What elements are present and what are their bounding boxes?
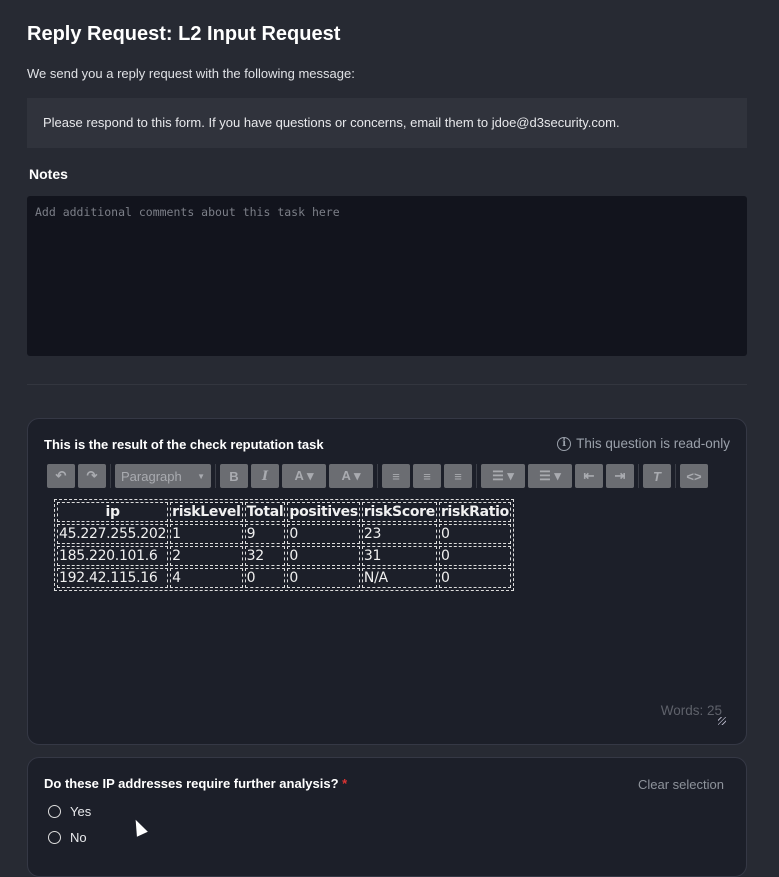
redo-icon[interactable]: ↷ bbox=[78, 464, 106, 488]
radio-circle[interactable] bbox=[48, 805, 61, 818]
info-icon: i bbox=[557, 436, 572, 451]
undo-icon[interactable]: ↶ bbox=[47, 464, 75, 488]
reputation-table: ip riskLevel Total positives riskScore riskRa… bbox=[54, 499, 514, 591]
align-left-icon[interactable]: ≡ bbox=[382, 464, 410, 488]
paragraph-label: Paragraph bbox=[121, 468, 182, 484]
table-cell: 45.227.255.202 bbox=[57, 524, 169, 544]
column-header: ip bbox=[57, 502, 169, 522]
bullet-list-icon[interactable]: ☰ ▾ bbox=[481, 464, 525, 488]
rich-text-editor: ip riskLevel Total positives riskScore riskRa… bbox=[47, 491, 727, 721]
column-header: riskLevel bbox=[170, 502, 243, 522]
notes-input[interactable] bbox=[27, 196, 747, 356]
table-row: 192.42.115.16 4 0 0 N/A 0 bbox=[57, 568, 511, 588]
table-cell: 32 bbox=[244, 546, 286, 566]
table-cell: 31 bbox=[361, 546, 437, 566]
radio-label: Yes bbox=[70, 804, 92, 819]
table-cell: 0 bbox=[438, 568, 511, 588]
column-header: riskScore bbox=[361, 502, 437, 522]
table-cell: 0 bbox=[438, 524, 511, 544]
table-cell: 0 bbox=[287, 546, 360, 566]
bold-icon[interactable]: B bbox=[220, 464, 248, 488]
table-cell: 9 bbox=[244, 524, 286, 544]
text-color-icon[interactable]: A ▾ bbox=[282, 464, 326, 488]
table-cell: 0 bbox=[438, 546, 511, 566]
analysis-question-text: Do these IP addresses require further an… bbox=[44, 776, 339, 791]
radio-circle[interactable] bbox=[48, 831, 61, 844]
reputation-result-card: This is the result of the check reputati… bbox=[27, 418, 747, 745]
source-code-icon[interactable]: <> bbox=[680, 464, 708, 488]
required-marker: * bbox=[342, 776, 348, 791]
radio-no[interactable]: No bbox=[48, 830, 87, 845]
notes-label: Notes bbox=[29, 166, 68, 182]
read-only-label: This question is read-only bbox=[576, 436, 730, 451]
table-row: 185.220.101.6 2 32 0 31 0 bbox=[57, 546, 511, 566]
table-cell: 0 bbox=[244, 568, 286, 588]
analysis-question-card: Do these IP addresses require further an… bbox=[27, 757, 747, 877]
page-subtitle: We send you a reply request with the fol… bbox=[27, 66, 355, 81]
italic-icon[interactable]: I bbox=[251, 464, 279, 488]
table-cell: 192.42.115.16 bbox=[57, 568, 169, 588]
chevron-down-icon: ▼ bbox=[197, 471, 205, 481]
clear-selection-link[interactable]: Clear selection bbox=[638, 777, 724, 792]
align-center-icon[interactable]: ≡ bbox=[413, 464, 441, 488]
analysis-question: Do these IP addresses require further an… bbox=[44, 776, 347, 791]
table-cell: 185.220.101.6 bbox=[57, 546, 169, 566]
table-cell: 2 bbox=[170, 546, 243, 566]
table-cell: 4 bbox=[170, 568, 243, 588]
page-title: Reply Request: L2 Input Request bbox=[27, 23, 341, 45]
clear-format-icon[interactable]: T bbox=[643, 464, 671, 488]
request-message: Please respond to this form. If you have… bbox=[27, 98, 747, 148]
numbered-list-icon[interactable]: ☰ ▾ bbox=[528, 464, 572, 488]
resize-handle-icon[interactable] bbox=[718, 717, 726, 725]
table-cell: N/A bbox=[361, 568, 437, 588]
table-cell: 23 bbox=[361, 524, 437, 544]
column-header: Total bbox=[244, 502, 286, 522]
divider bbox=[27, 384, 747, 385]
reputation-question: This is the result of the check reputati… bbox=[44, 437, 324, 452]
table-cell: 0 bbox=[287, 568, 360, 588]
paragraph-select[interactable]: Paragraph ▼ bbox=[115, 464, 211, 488]
align-right-icon[interactable]: ≡ bbox=[444, 464, 472, 488]
table-cell: 1 bbox=[170, 524, 243, 544]
word-count: Words: 25 bbox=[660, 703, 722, 718]
radio-yes[interactable]: Yes bbox=[48, 804, 91, 819]
outdent-icon[interactable]: ⇤ bbox=[575, 464, 603, 488]
editor-toolbar: ↶ ↷ Paragraph ▼ B I A ▾ A ▾ ≡ ≡ ≡ ☰ ▾ ☰ ▾… bbox=[47, 464, 708, 488]
indent-icon[interactable]: ⇥ bbox=[606, 464, 634, 488]
column-header: riskRatio bbox=[438, 502, 511, 522]
read-only-notice: i This question is read-only bbox=[557, 436, 730, 451]
table-row: 45.227.255.202 1 9 0 23 0 bbox=[57, 524, 511, 544]
background-color-icon[interactable]: A ▾ bbox=[329, 464, 373, 488]
table-cell: 0 bbox=[287, 524, 360, 544]
column-header: positives bbox=[287, 502, 360, 522]
radio-label: No bbox=[70, 830, 87, 845]
